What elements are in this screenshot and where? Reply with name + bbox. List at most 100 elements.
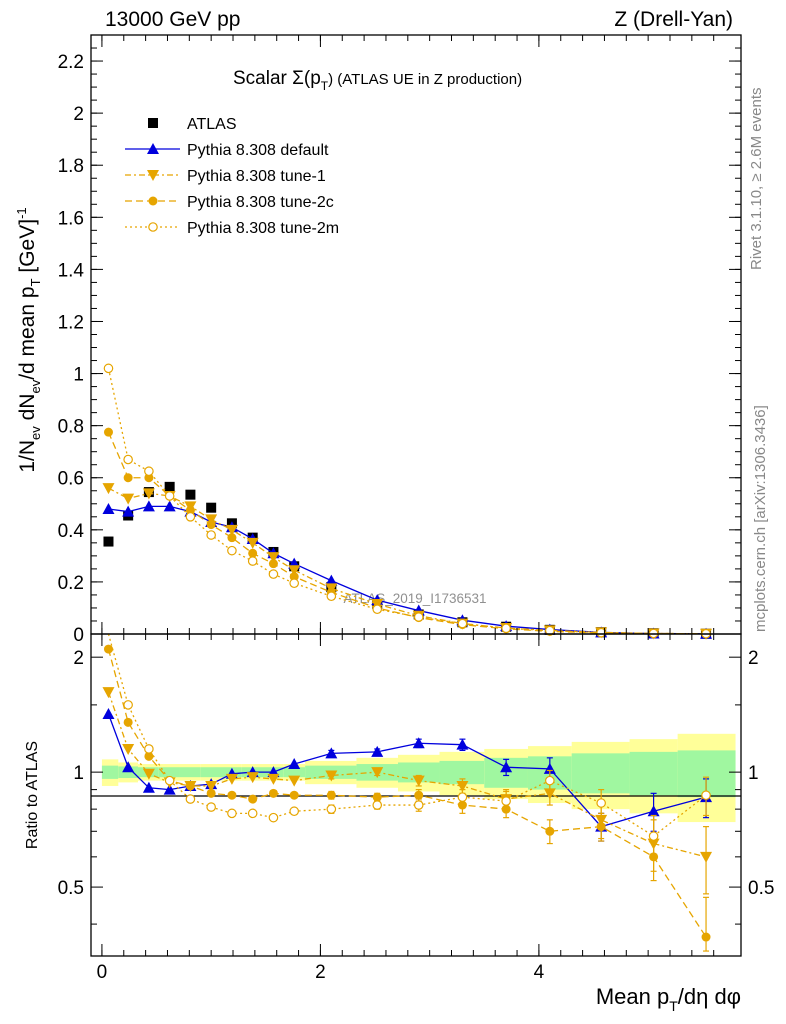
data-point-default <box>163 500 176 512</box>
ylabel-d: [GeV] <box>16 219 39 279</box>
header-left: 13000 GeV pp <box>105 8 240 31</box>
data-point-tune2c <box>144 473 154 483</box>
data-point-tune2m <box>289 578 299 589</box>
ratio-point-tune2c <box>248 794 258 804</box>
legend: ATLAS Pythia 8.308 default Pythia 8.308 tu… <box>125 116 339 237</box>
plot-title-sub: T <box>321 79 329 93</box>
mcplots-label: mcplots.cern.ch [arXiv:1306.3436] <box>752 405 769 632</box>
plot-title-rest: ) (ATLAS UE in Z production) <box>328 71 522 88</box>
ratio-point-default <box>371 745 384 757</box>
ratio-panel-frame <box>90 633 742 957</box>
ratio-point-tune2m <box>227 808 237 819</box>
data-point-tune2m <box>413 612 424 622</box>
ratio-band-stat <box>571 753 630 794</box>
ratio-band-stat <box>200 767 221 778</box>
ratio-point-tune1 <box>102 687 115 699</box>
ratio-point-tune1 <box>122 743 135 755</box>
data-point-tune2c <box>206 520 216 530</box>
main-ytick-label: 0.4 <box>58 521 85 542</box>
data-point-atlas <box>103 536 114 547</box>
xtick-label: 2 <box>315 962 326 983</box>
ratio-series-layer <box>102 633 713 952</box>
legend-label-atlas: ATLAS <box>187 116 237 133</box>
legend-marker-tune1 <box>147 170 159 181</box>
ratio-point-tune2c <box>144 751 154 761</box>
main-ytick-label: 1.4 <box>58 260 85 281</box>
data-point-tune2m <box>268 569 279 579</box>
ratio-point-tune2m <box>545 775 555 786</box>
ratio-point-tune2m <box>247 808 258 819</box>
ratio-band-stat <box>629 751 678 796</box>
ratio-band-stat <box>179 767 201 778</box>
ratio-point-tune2c <box>414 790 424 800</box>
ratio-point-tune2m <box>648 831 659 841</box>
header-right: Z (Drell-Yan) <box>614 8 733 31</box>
data-point-tune2m <box>206 530 216 540</box>
ratio-ytick-label-left: 2 <box>73 648 84 669</box>
legend-marker-tune2m <box>148 222 158 232</box>
ratio-ytick-label-right: 1 <box>748 763 759 784</box>
data-point-tune1 <box>205 514 218 526</box>
data-point-tune2m <box>164 491 175 501</box>
ratio-point-default <box>163 783 176 795</box>
data-point-tune2c <box>248 548 258 558</box>
ratio-point-tune2c <box>289 790 299 800</box>
ylabel-b: dN <box>16 394 39 427</box>
data-point-tune1 <box>267 552 280 564</box>
ratio-point-default <box>456 738 469 750</box>
ratio-point-tune2c <box>596 822 606 832</box>
data-point-tune2c <box>289 572 299 582</box>
main-ytick-label: 1 <box>73 365 84 386</box>
ratio-point-default <box>543 762 556 774</box>
data-point-tune2m <box>326 591 337 602</box>
ratio-point-tune1 <box>700 851 713 863</box>
ratio-band-stat <box>283 767 306 778</box>
data-point-tune2c <box>227 533 237 543</box>
ratio-point-default <box>647 805 660 817</box>
data-point-tune2c <box>268 559 278 569</box>
main-ytick-label: 2 <box>73 104 84 125</box>
ratio-point-tune2c <box>545 826 555 836</box>
ratio-point-tune2m <box>501 796 511 806</box>
ratio-point-default <box>288 758 301 770</box>
legend-label-tune2m: Pythia 8.308 tune-2m <box>187 220 339 237</box>
main-ytick-label: 0 <box>73 625 84 646</box>
ratio-band-stat <box>158 767 180 778</box>
ylabel-c-sub: T <box>28 278 43 286</box>
ratio-point-tune1 <box>412 775 425 787</box>
data-point-tune2m <box>123 454 133 465</box>
legend-label-tune1: Pythia 8.308 tune-1 <box>187 168 326 185</box>
data-point-tune1 <box>122 493 135 505</box>
main-ytick-label: 0.8 <box>58 417 84 438</box>
ratio-band-stat <box>101 765 119 779</box>
ratio-point-tune1 <box>288 775 301 787</box>
data-point-tune2m <box>545 625 555 636</box>
ratio-point-tune1 <box>325 770 338 782</box>
rivet-label: Rivet 3.1.10, ≥ 2.6M events <box>748 88 765 271</box>
ratio-point-tune2c <box>185 781 195 791</box>
xlabel-a-sub: T <box>669 998 678 1014</box>
ylabel-d-sup: -1 <box>14 207 29 219</box>
data-point-atlas <box>185 489 196 500</box>
ratio-point-tune2m <box>457 792 468 802</box>
main-ytick-label: 1.8 <box>58 156 84 177</box>
xlabel-b: /dη dφ <box>678 984 741 1009</box>
ratio-point-tune2m <box>144 744 154 754</box>
series-line-tune1 <box>108 487 707 635</box>
data-point-tune2m <box>247 556 258 566</box>
ratio-point-tune1 <box>267 773 280 785</box>
data-point-default <box>325 574 338 586</box>
ratio-ytick-label-left: 0.5 <box>58 878 84 899</box>
ylabel-c: /d mean p <box>16 286 39 379</box>
xlabel-a: Mean p <box>596 984 669 1009</box>
ratio-axes: 0.5 0.5 1 1 2 2 0 2 4 <box>58 634 774 983</box>
data-point-atlas <box>206 502 217 513</box>
ratio-ytick-label-right: 0.5 <box>748 878 774 899</box>
ratio-point-tune1 <box>371 767 384 779</box>
legend-marker-default <box>147 143 159 154</box>
ratio-point-tune2c <box>326 790 336 800</box>
data-point-tune2c <box>123 473 133 483</box>
data-point-tune1 <box>142 488 155 500</box>
ratio-point-tune2c <box>123 717 133 727</box>
